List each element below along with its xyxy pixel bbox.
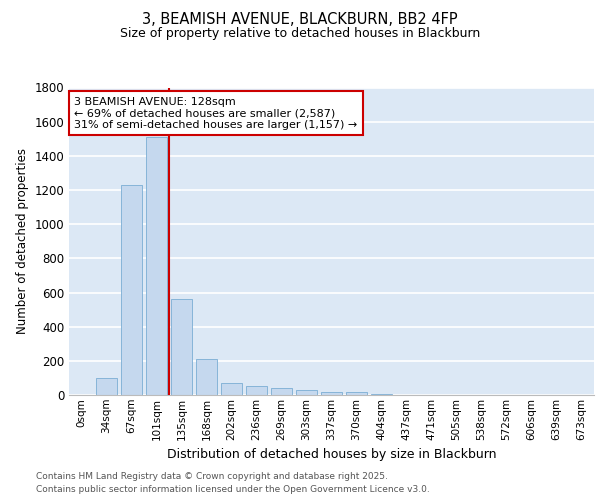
Bar xyxy=(121,185,142,395)
Bar xyxy=(196,359,217,395)
Bar xyxy=(246,386,267,395)
Text: 3, BEAMISH AVENUE, BLACKBURN, BB2 4FP: 3, BEAMISH AVENUE, BLACKBURN, BB2 4FP xyxy=(142,12,458,28)
Text: Contains HM Land Registry data © Crown copyright and database right 2025.: Contains HM Land Registry data © Crown c… xyxy=(36,472,388,481)
Text: Contains public sector information licensed under the Open Government Licence v3: Contains public sector information licen… xyxy=(36,485,430,494)
Bar xyxy=(371,394,392,395)
Text: 3 BEAMISH AVENUE: 128sqm
← 69% of detached houses are smaller (2,587)
31% of sem: 3 BEAMISH AVENUE: 128sqm ← 69% of detach… xyxy=(74,96,358,130)
Bar xyxy=(271,388,292,395)
Bar xyxy=(171,300,192,395)
Bar xyxy=(321,392,342,395)
Y-axis label: Number of detached properties: Number of detached properties xyxy=(16,148,29,334)
Bar xyxy=(96,378,117,395)
Bar xyxy=(296,390,317,395)
Bar xyxy=(221,383,242,395)
Bar xyxy=(346,392,367,395)
X-axis label: Distribution of detached houses by size in Blackburn: Distribution of detached houses by size … xyxy=(167,448,496,461)
Text: Size of property relative to detached houses in Blackburn: Size of property relative to detached ho… xyxy=(120,28,480,40)
Bar xyxy=(146,137,167,395)
